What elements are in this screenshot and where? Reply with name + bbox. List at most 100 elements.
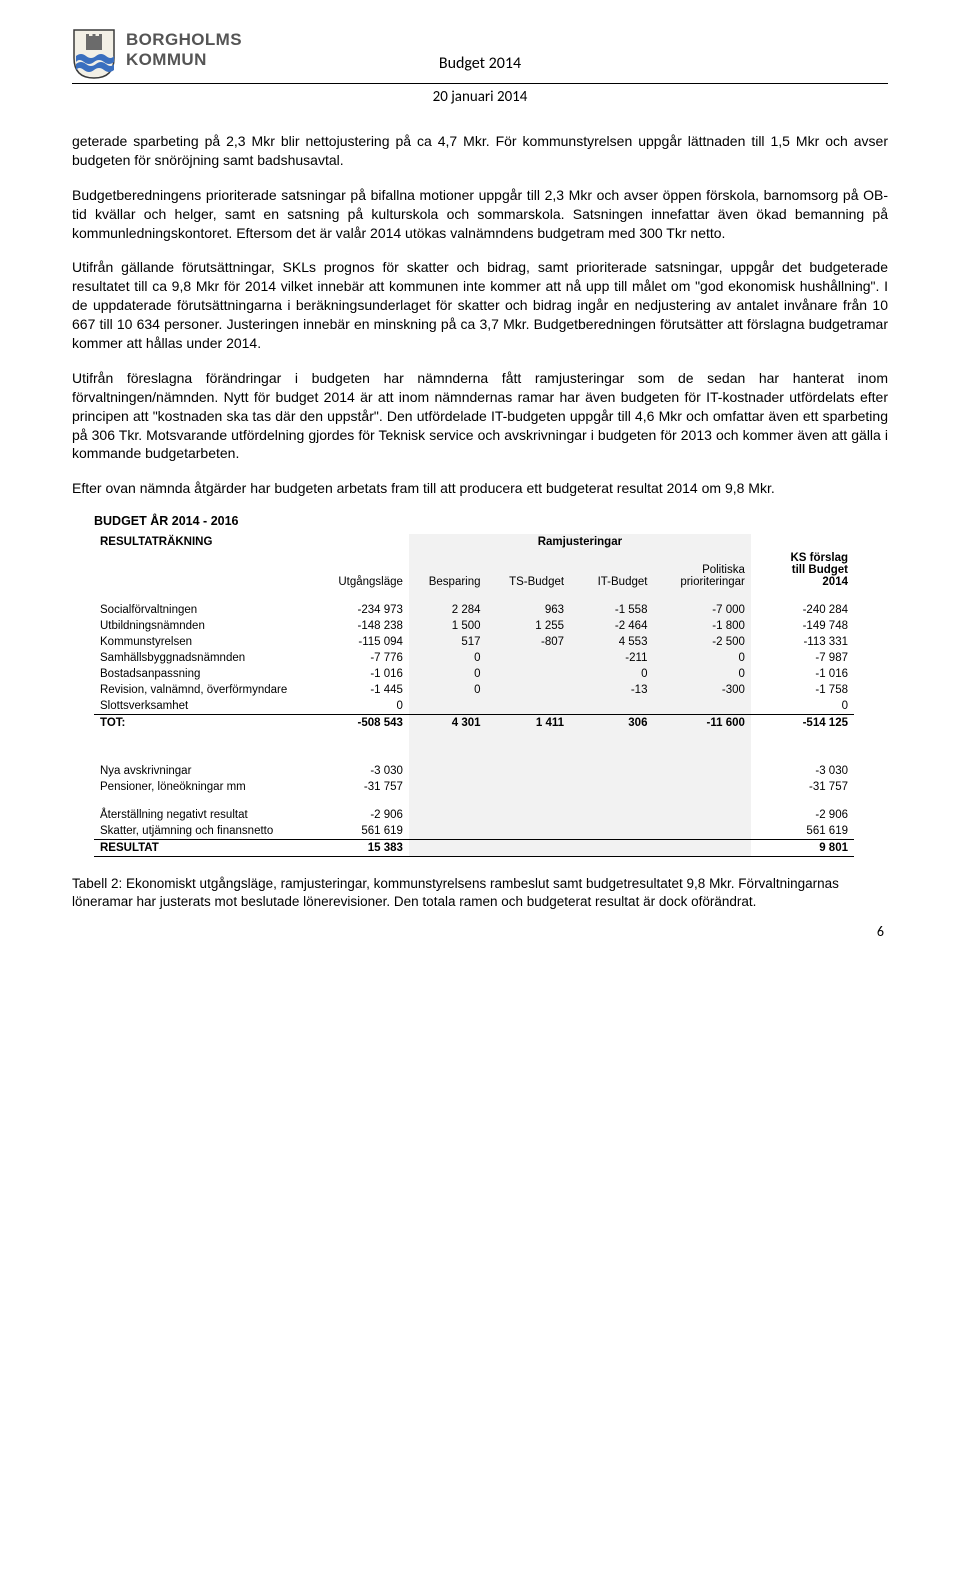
cell [487,840,571,857]
cell: 0 [315,698,409,715]
cell [487,682,571,698]
cell [487,779,571,795]
table-row: Utbildningsnämnden-148 2381 5001 255-2 4… [94,618,854,634]
row-label: Utbildningsnämnden [94,618,315,634]
cell [487,823,571,840]
table-row: Socialförvaltningen-234 9732 284963-1 55… [94,602,854,618]
cell: -1 558 [570,602,653,618]
cell: -1 016 [751,666,854,682]
cell: -2 500 [653,634,750,650]
cell: -508 543 [315,715,409,732]
row-label: Revision, valnämnd, överförmyndare [94,682,315,698]
table-row: Kommunstyrelsen-115 094517-8074 553-2 50… [94,634,854,650]
cell [570,807,653,823]
cell: -1 445 [315,682,409,698]
cell: -148 238 [315,618,409,634]
cell [409,807,487,823]
budget-table: RESULTATRÄKNING Ramjusteringar Utgångslä… [94,534,854,857]
cell: -1 016 [315,666,409,682]
cell: 0 [751,698,854,715]
municipality-sub: KOMMUN [126,50,242,70]
cell [409,823,487,840]
paragraph: Utifrån föreslagna förändringar i budget… [72,369,888,463]
body-text-region: geterade sparbeting på 2,3 Mkr blir nett… [72,132,888,498]
cell: -7 776 [315,650,409,666]
cell: 4 553 [570,634,653,650]
cell [653,779,750,795]
row-label: Återställning negativt resultat [94,807,315,823]
table-row: Slottsverksamhet00 [94,698,854,715]
row-label: Kommunstyrelsen [94,634,315,650]
table-row: Pensioner, löneökningar mm-31 757-31 757 [94,779,854,795]
row-label: Pensioner, löneökningar mm [94,779,315,795]
cell: -2 464 [570,618,653,634]
cell [487,650,571,666]
cell: -234 973 [315,602,409,618]
cell [570,698,653,715]
cell: 9 801 [751,840,854,857]
row-label: Nya avskrivningar [94,763,315,779]
row-label: Skatter, utjämning och finansnetto [94,823,315,840]
cell [570,840,653,857]
table-row: Bostadsanpassning-1 016000-1 016 [94,666,854,682]
cell: 0 [653,666,750,682]
cell [409,840,487,857]
cell: -11 600 [653,715,750,732]
table-title: BUDGET ÅR 2014 - 2016 [94,514,854,528]
row-label: RESULTAT [94,840,315,857]
group-header: Ramjusteringar [409,534,751,550]
cell: 561 619 [315,823,409,840]
cell: 0 [409,666,487,682]
cell: 517 [409,634,487,650]
cell [653,840,750,857]
cell: 2 284 [409,602,487,618]
row-label: Samhällsbyggnadsnämnden [94,650,315,666]
row-label: Bostadsanpassning [94,666,315,682]
cell [570,763,653,779]
cell: -31 757 [315,779,409,795]
table-row: Återställning negativt resultat-2 906-2 … [94,807,854,823]
cell [487,666,571,682]
cell: -2 906 [751,807,854,823]
cell: 0 [409,650,487,666]
paragraph: Utifrån gällande förutsättningar, SKLs p… [72,258,888,352]
table-row: Samhällsbyggnadsnämnden-7 7760-2110-7 98… [94,650,854,666]
table-row: Skatter, utjämning och finansnetto561 61… [94,823,854,840]
cell [653,763,750,779]
cell: -115 094 [315,634,409,650]
column-header: KS förslagtill Budget2014 [751,550,854,590]
cell: 561 619 [751,823,854,840]
cell [487,763,571,779]
municipal-crest-icon [72,28,116,80]
table-subtitle: RESULTATRÄKNING [100,536,212,548]
cell: 1 411 [487,715,571,732]
table-row: Nya avskrivningar-3 030-3 030 [94,763,854,779]
cell: -807 [487,634,571,650]
cell: 306 [570,715,653,732]
cell: -1 758 [751,682,854,698]
cell: -3 030 [315,763,409,779]
table-caption: Tabell 2: Ekonomiskt utgångsläge, ramjus… [72,875,888,911]
cell: -240 284 [751,602,854,618]
cell: -149 748 [751,618,854,634]
cell: 1 255 [487,618,571,634]
row-label: TOT: [94,715,315,732]
cell: 4 301 [409,715,487,732]
cell [409,763,487,779]
paragraph: geterade sparbeting på 2,3 Mkr blir nett… [72,132,888,170]
cell: -113 331 [751,634,854,650]
row-label: Socialförvaltningen [94,602,315,618]
cell [487,698,571,715]
page-number: 6 [877,923,884,940]
cell [487,807,571,823]
cell: -514 125 [751,715,854,732]
row-label: Slottsverksamhet [94,698,315,715]
column-header: Politiskaprioriteringar [653,550,750,590]
cell: -211 [570,650,653,666]
table-row: TOT:-508 5434 3011 411306-11 600-514 125 [94,715,854,732]
cell [570,823,653,840]
cell: 15 383 [315,840,409,857]
column-header: Besparing [409,550,487,590]
paragraph: Budgetberedningens prioriterade satsning… [72,186,888,243]
cell: -300 [653,682,750,698]
